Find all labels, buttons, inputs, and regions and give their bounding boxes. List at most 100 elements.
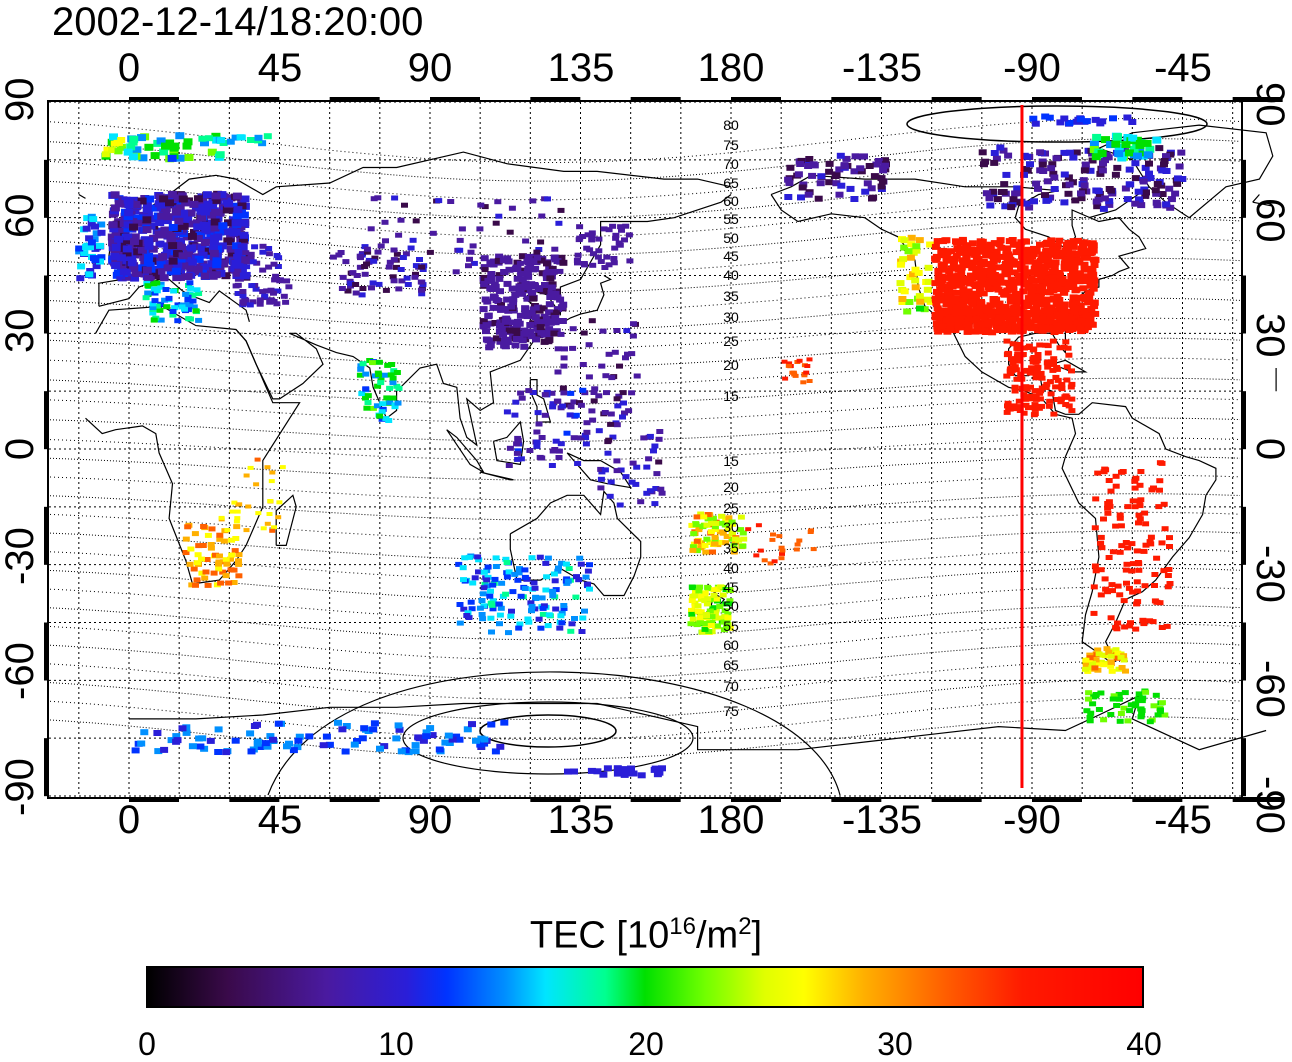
tec-cell [123,225,133,233]
tec-cell [1026,370,1034,376]
tec-cell [240,195,250,203]
tec-cell [522,284,531,291]
tec-cell [1149,619,1157,625]
tec-cell [196,743,205,750]
tec-cell [613,328,621,333]
tec-cell [393,370,401,375]
tec-cell [217,580,225,586]
tec-cell [181,199,191,207]
tec-cell [551,246,559,252]
tec-cell [1122,540,1130,545]
tec-cell [548,281,557,288]
tec-cell [1097,690,1105,696]
tec-cell [948,279,957,285]
tec-cell [993,196,1002,203]
tec-cell [590,251,597,257]
tec-cell [356,264,364,270]
contour-label: 45 [723,248,739,264]
tec-cell [556,268,564,274]
tec-cell [402,251,410,257]
tec-cell [837,182,846,189]
x-axis-top-tick: 90 [407,46,453,90]
tec-cell [231,134,240,141]
tec-cell [521,567,529,573]
tec-cell [235,573,243,579]
tec-cell [712,521,720,526]
tec-cell [133,219,143,227]
tec-cell [231,219,241,227]
tec-cell [338,286,346,291]
tec-cell [990,159,999,166]
tec-cell [796,538,803,543]
tec-cell [174,318,182,324]
tec-cell [186,302,194,308]
tec-cell [496,288,504,295]
tec-cell [484,313,493,320]
tec-cell [156,261,166,269]
tec-cell [1021,302,1030,309]
tec-cell [1151,572,1159,577]
tec-cell [693,514,701,520]
tec-cell [500,269,509,275]
tec-cell [988,318,997,325]
tec-cell [1063,377,1071,383]
tec-cell [377,376,385,382]
x-axis-top-tick: -45 [1154,46,1212,90]
tec-cell [137,740,146,747]
tec-cell [110,204,120,212]
tec-cell [556,625,564,631]
y-axis-left-tick: 60 [0,193,42,238]
tec-cell [1099,205,1108,212]
tec-cell [1092,496,1100,502]
tec-cell [458,226,466,232]
tec-cell [1105,198,1114,205]
tec-cell [156,267,166,275]
tec-cell [548,269,557,275]
colorbar-tick-label: 10 [378,1026,414,1062]
tec-cell [567,628,575,634]
tec-cell [978,328,987,335]
tec-cell [1124,545,1132,551]
tec-cell [1092,657,1100,663]
tec-cell [551,290,560,297]
tec-cell [720,619,728,625]
tec-cell [1151,598,1159,604]
tec-cell [184,294,192,300]
tec-cell [1023,153,1031,160]
tec-cell [122,249,132,257]
tec-cell [517,593,525,599]
tec-cell [1143,151,1153,159]
tec-cell [225,580,233,586]
tec-cell [411,748,420,755]
tec-cell [368,285,375,291]
tec-cell [946,301,954,307]
tec-cell [1079,243,1087,250]
tec-cell [613,468,621,474]
tec-cell [224,199,233,207]
tec-cell [266,733,275,740]
tec-cell [492,555,500,561]
tec-cell [778,545,785,550]
tec-cell [239,219,249,227]
tec-cell [530,580,538,586]
tec-cell [1031,411,1039,417]
tec-cell [150,152,160,160]
tec-cell [1022,200,1031,207]
tec-cell [1036,167,1045,174]
tec-cell [1101,136,1110,144]
tec-cell [358,292,366,298]
tec-cell [467,599,475,605]
colorbar [146,966,1144,1008]
tec-cell [1034,364,1042,370]
tec-cell [1086,315,1095,322]
tec-cell [216,553,223,559]
tec-cell [1092,568,1100,574]
tec-cell [1023,324,1032,331]
tec-cell [179,222,189,230]
tec-cell [529,266,538,273]
tec-cell [149,301,157,307]
tec-cell [347,280,355,286]
tec-cell [231,259,241,267]
tec-cell [350,741,359,748]
frame-tick-top [831,97,882,102]
